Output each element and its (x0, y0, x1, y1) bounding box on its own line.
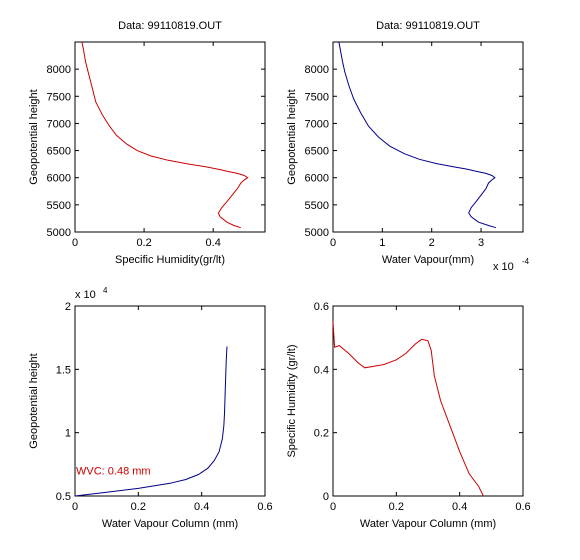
x-tick-label: 0.4 (206, 237, 221, 249)
y-tick-label: 0.5 (56, 491, 71, 503)
x-tick-label: 0.4 (194, 501, 209, 513)
series-line-1 (81, 41, 249, 229)
y-tick-label: 8000 (47, 64, 71, 76)
y-tick-label: 6500 (47, 146, 71, 158)
x-axis-label: Water Vapour(mm) (382, 254, 474, 266)
y-tick-label: 5500 (305, 200, 329, 212)
plot-frame (74, 41, 266, 233)
y-tick-label: 7500 (305, 91, 329, 103)
y-tick-label: 7000 (305, 118, 329, 130)
x-tick-label: 2 (429, 237, 435, 249)
chart-panel-2: 0 1 2 3 5000 5500 6000 6500 7000 7500 8000 Data: 99… (286, 20, 530, 273)
plot-frame (74, 305, 266, 497)
x-tick-label: 0 (330, 501, 336, 513)
x-tick-label: 3 (478, 237, 484, 249)
x-tick-label: 0 (72, 501, 78, 513)
y-tick-label: 7500 (47, 91, 71, 103)
x-tick-label: 0 (330, 237, 336, 249)
x-tick-label: 0.6 (515, 501, 530, 513)
chart-panel-3: 0 0.2 0.4 0.6 0.5 1 1.5 2 Water Vapour Column (m… (28, 286, 273, 530)
x-axis-label: Specific Humidity(gr/lt) (115, 254, 225, 266)
x-tick-label: 0.6 (257, 501, 272, 513)
x-axis-label: Water Vapour Column (mm) (360, 518, 496, 530)
x-axis-label: Water Vapour Column (mm) (102, 518, 238, 530)
plot-frame (332, 305, 524, 497)
series-line-1 (338, 41, 497, 229)
y-tick-label: 1.5 (56, 364, 71, 376)
y-tick-label: 0.2 (314, 428, 329, 440)
chart-title: Data: 99110819.OUT (118, 20, 222, 32)
chart-panel-4: 0 0.2 0.4 0.6 0 0.2 0.4 0.6 Water Vapour Column … (286, 301, 531, 530)
y-tick-label: 5000 (305, 227, 329, 239)
y-tick-label: 0.4 (314, 364, 329, 376)
y-axis-label: Geopotential height (28, 89, 40, 184)
plot-frame (332, 41, 524, 233)
y-scale-multiplier: x 10 (75, 289, 96, 301)
series-line-1 (332, 321, 484, 497)
y-axis-label: Specific Humidity (gr/lt) (286, 344, 298, 457)
y-tick-label: 8000 (305, 64, 329, 76)
y-tick-label: 2 (65, 301, 71, 313)
y-tick-label: 7000 (47, 118, 71, 130)
x-tick-label: 0.2 (389, 501, 404, 513)
y-axis-label: Geopotential height (28, 353, 40, 448)
y-tick-label: 1 (65, 428, 71, 440)
x-tick-label: 0.4 (452, 501, 467, 513)
chart-title: Data: 99110819.OUT (376, 20, 480, 32)
y-tick-label: 6000 (47, 173, 71, 185)
y-scale-exponent: 4 (103, 286, 108, 295)
x-tick-label: 0.2 (136, 237, 151, 249)
y-axis-label: Geopotential height (286, 89, 298, 184)
y-tick-label: 6000 (305, 173, 329, 185)
y-tick-label: 0.6 (314, 301, 329, 313)
y-tick-label: 6500 (305, 146, 329, 158)
x-scale-multiplier: x 10 (493, 261, 514, 273)
chart-panel-1: 0 0.2 0.4 5000 5500 6000 6500 7000 7500 8000 Data:… (28, 20, 266, 266)
wvc-annotation: WVC: 0.48 mm (76, 466, 151, 478)
x-tick-label: 0.2 (131, 501, 146, 513)
x-tick-label: 0 (72, 237, 78, 249)
x-scale-exponent: -4 (522, 257, 530, 266)
x-tick-label: 1 (379, 237, 385, 249)
series-line-1 (74, 346, 228, 497)
y-tick-label: 5000 (47, 227, 71, 239)
y-tick-label: 5500 (47, 200, 71, 212)
y-tick-label: 0 (323, 491, 329, 503)
